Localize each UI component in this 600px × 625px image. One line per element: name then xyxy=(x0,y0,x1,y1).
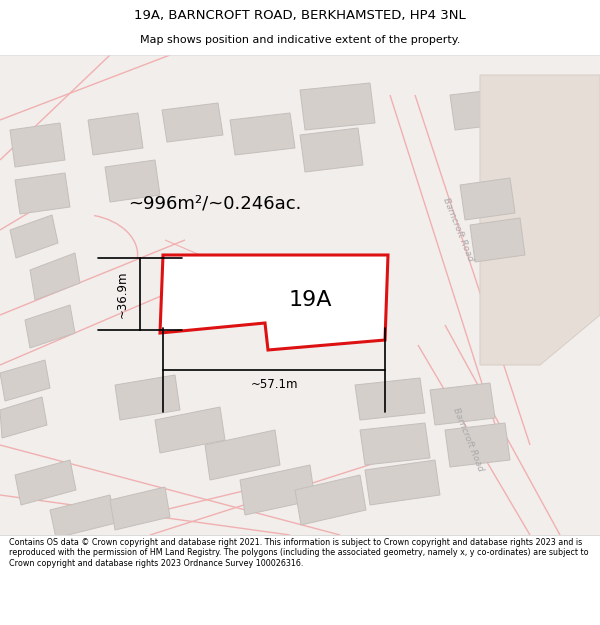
Polygon shape xyxy=(295,475,366,525)
Polygon shape xyxy=(160,255,388,350)
Polygon shape xyxy=(300,83,375,130)
Polygon shape xyxy=(300,128,363,172)
Polygon shape xyxy=(30,253,80,300)
Polygon shape xyxy=(10,123,65,167)
Polygon shape xyxy=(240,465,315,515)
Text: 19A: 19A xyxy=(288,290,332,310)
Text: Barncroft Road: Barncroft Road xyxy=(441,197,475,263)
Polygon shape xyxy=(10,215,58,258)
Polygon shape xyxy=(15,460,76,505)
Polygon shape xyxy=(115,375,180,420)
Polygon shape xyxy=(155,407,225,453)
Text: ~996m²/~0.246ac.: ~996m²/~0.246ac. xyxy=(128,194,302,212)
Polygon shape xyxy=(110,487,170,530)
Polygon shape xyxy=(0,397,47,438)
Polygon shape xyxy=(25,305,75,348)
Polygon shape xyxy=(205,430,280,480)
Polygon shape xyxy=(480,75,600,365)
Polygon shape xyxy=(445,423,510,467)
Polygon shape xyxy=(470,218,525,262)
Text: ~57.1m: ~57.1m xyxy=(250,379,298,391)
Polygon shape xyxy=(355,378,425,420)
Polygon shape xyxy=(460,178,515,220)
Polygon shape xyxy=(50,495,116,538)
Polygon shape xyxy=(105,160,160,202)
Polygon shape xyxy=(230,113,295,155)
Text: Barncroft Road: Barncroft Road xyxy=(451,407,485,473)
Polygon shape xyxy=(0,360,50,401)
Polygon shape xyxy=(490,128,550,172)
Polygon shape xyxy=(162,103,223,142)
Polygon shape xyxy=(360,423,430,465)
Text: ~36.9m: ~36.9m xyxy=(115,270,128,318)
Text: Map shows position and indicative extent of the property.: Map shows position and indicative extent… xyxy=(140,34,460,44)
Polygon shape xyxy=(88,113,143,155)
Polygon shape xyxy=(450,88,515,130)
Polygon shape xyxy=(510,168,570,210)
Polygon shape xyxy=(430,383,495,425)
Polygon shape xyxy=(15,173,70,214)
Text: 19A, BARNCROFT ROAD, BERKHAMSTED, HP4 3NL: 19A, BARNCROFT ROAD, BERKHAMSTED, HP4 3N… xyxy=(134,9,466,22)
Text: Contains OS data © Crown copyright and database right 2021. This information is : Contains OS data © Crown copyright and d… xyxy=(9,538,589,568)
Polygon shape xyxy=(365,460,440,505)
